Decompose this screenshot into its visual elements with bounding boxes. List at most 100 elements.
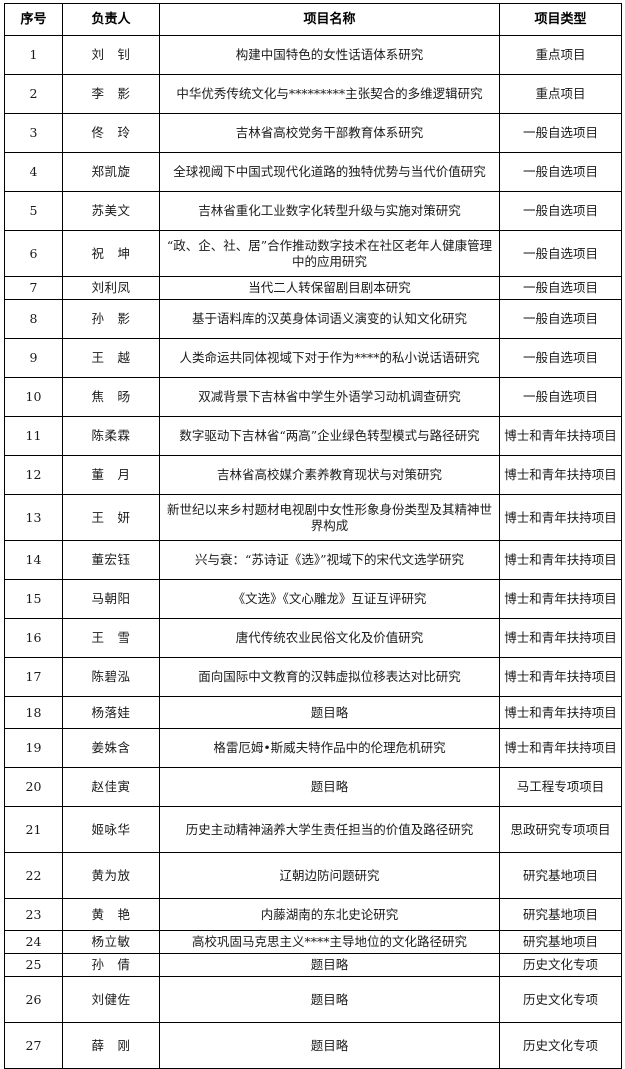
cell-project-title: 题目略 [159, 1022, 500, 1069]
cell-project-type: 历史文化专项 [499, 1022, 622, 1069]
cell-person-in-charge: 王 雪 [62, 618, 160, 658]
cell-person-in-charge: 刘 钊 [62, 35, 160, 75]
cell-sequence-number: 26 [4, 976, 63, 1023]
cell-project-type: 研究基地项目 [499, 930, 622, 954]
cell-project-type: 博士和青年扶持项目 [499, 540, 622, 580]
cell-project-title: 格雷厄姆•斯威夫特作品中的伦理危机研究 [159, 728, 500, 768]
cell-person-in-charge: 孙 倩 [62, 953, 160, 977]
cell-project-type: 研究基地项目 [499, 898, 622, 931]
cell-project-title: 题目略 [159, 976, 500, 1023]
column-header-person: 负责人 [62, 3, 160, 36]
cell-person-in-charge: 刘健佐 [62, 976, 160, 1023]
cell-project-title: “政、企、社、居”合作推动数字技术在社区老年人健康管理中的应用研究 [159, 230, 500, 277]
cell-project-title: 《文选》《文心雕龙》互证互评研究 [159, 579, 500, 619]
cell-sequence-number: 15 [4, 579, 63, 619]
cell-project-title: 吉林省高校党务干部教育体系研究 [159, 113, 500, 153]
cell-sequence-number: 7 [4, 276, 63, 300]
cell-project-title: 构建中国特色的女性话语体系研究 [159, 35, 500, 75]
cell-person-in-charge: 焦 旸 [62, 377, 160, 417]
cell-sequence-number: 9 [4, 338, 63, 378]
cell-person-in-charge: 黄 艳 [62, 898, 160, 931]
cell-person-in-charge: 郑凯旋 [62, 152, 160, 192]
cell-project-title: 辽朝边防问题研究 [159, 852, 500, 899]
cell-project-type: 博士和青年扶持项目 [499, 416, 622, 456]
cell-project-title: 全球视阈下中国式现代化道路的独特优势与当代价值研究 [159, 152, 500, 192]
cell-person-in-charge: 薛 刚 [62, 1022, 160, 1069]
table-row: 4 郑凯旋 全球视阈下中国式现代化道路的独特优势与当代价值研究 一般自选项目 [4, 152, 622, 192]
cell-project-type: 博士和青年扶持项目 [499, 455, 622, 495]
cell-project-type: 博士和青年扶持项目 [499, 494, 622, 541]
cell-sequence-number: 27 [4, 1022, 63, 1069]
table-row: 11 陈柔霖 数字驱动下吉林省“两高”企业绿色转型模式与路径研究 博士和青年扶持项目 [4, 416, 622, 456]
table-row: 17 陈碧泓 面向国际中文教育的汉韩虚拟位移表达对比研究 博士和青年扶持项目 [4, 657, 622, 697]
cell-project-type: 博士和青年扶持项目 [499, 618, 622, 658]
cell-person-in-charge: 姬咏华 [62, 806, 160, 853]
cell-project-title: 基于语料库的汉英身体词语义演变的认知文化研究 [159, 299, 500, 339]
cell-project-title: 吉林省高校媒介素养教育现状与对策研究 [159, 455, 500, 495]
cell-person-in-charge: 李 影 [62, 74, 160, 114]
cell-project-type: 历史文化专项 [499, 953, 622, 977]
cell-project-type: 一般自选项目 [499, 276, 622, 300]
column-header-seq: 序号 [4, 3, 63, 36]
cell-person-in-charge: 王 越 [62, 338, 160, 378]
cell-project-title: 面向国际中文教育的汉韩虚拟位移表达对比研究 [159, 657, 500, 697]
cell-project-title: 兴与衰：“苏诗证《选》”视域下的宋代文选学研究 [159, 540, 500, 580]
cell-project-type: 一般自选项目 [499, 299, 622, 339]
table-row: 24 杨立敏 高校巩固马克思主义****主导地位的文化路径研究 研究基地项目 [4, 930, 622, 954]
cell-project-title: 历史主动精神涵养大学生责任担当的价值及路径研究 [159, 806, 500, 853]
cell-project-title: 中华优秀传统文化与*********主张契合的多维逻辑研究 [159, 74, 500, 114]
table-row: 27 薛 刚题目略 历史文化专项 [4, 1022, 622, 1069]
column-header-type: 项目类型 [499, 3, 622, 36]
table-row: 26 刘健佐 题目略 历史文化专项 [4, 976, 622, 1023]
cell-project-type: 思政研究专项项目 [499, 806, 622, 853]
cell-person-in-charge: 刘利凤 [62, 276, 160, 300]
column-header-title: 项目名称 [159, 3, 500, 36]
cell-person-in-charge: 杨立敏 [62, 930, 160, 954]
cell-sequence-number: 25 [4, 953, 63, 977]
table-row: 21 姬咏华 历史主动精神涵养大学生责任担当的价值及路径研究 思政研究专项项目 [4, 806, 622, 853]
cell-project-title: 数字驱动下吉林省“两高”企业绿色转型模式与路径研究 [159, 416, 500, 456]
table-row: 12 董 月吉林省高校媒介素养教育现状与对策研究 博士和青年扶持项目 [4, 455, 622, 495]
cell-project-title: 题目略 [159, 953, 500, 977]
cell-sequence-number: 19 [4, 728, 63, 768]
cell-sequence-number: 12 [4, 455, 63, 495]
cell-person-in-charge: 陈柔霖 [62, 416, 160, 456]
cell-project-type: 马工程专项项目 [499, 767, 622, 807]
cell-sequence-number: 10 [4, 377, 63, 417]
cell-project-type: 博士和青年扶持项目 [499, 657, 622, 697]
table-row: 23 黄 艳内藤湖南的东北史论研究 研究基地项目 [4, 898, 622, 931]
cell-project-title: 题目略 [159, 696, 500, 729]
cell-project-type: 一般自选项目 [499, 338, 622, 378]
table-row: 22 黄为放 辽朝边防问题研究 研究基地项目 [4, 852, 622, 899]
cell-project-title: 双减背景下吉林省中学生外语学习动机调查研究 [159, 377, 500, 417]
cell-sequence-number: 16 [4, 618, 63, 658]
cell-sequence-number: 11 [4, 416, 63, 456]
cell-project-type: 一般自选项目 [499, 230, 622, 277]
cell-sequence-number: 14 [4, 540, 63, 580]
cell-sequence-number: 18 [4, 696, 63, 729]
cell-project-type: 一般自选项目 [499, 152, 622, 192]
table-row: 25 孙 倩题目略 历史文化专项 [4, 953, 622, 977]
cell-project-type: 一般自选项目 [499, 191, 622, 231]
cell-project-title: 内藤湖南的东北史论研究 [159, 898, 500, 931]
cell-project-type: 重点项目 [499, 74, 622, 114]
cell-sequence-number: 20 [4, 767, 63, 807]
cell-project-title: 新世纪以来乡村题材电视剧中女性形象身份类型及其精神世界构成 [159, 494, 500, 541]
table-row: 7 刘利凤 当代二人转保留剧目剧本研究 一般自选项目 [4, 276, 622, 300]
cell-person-in-charge: 佟 玲 [62, 113, 160, 153]
cell-person-in-charge: 董 月 [62, 455, 160, 495]
table-header-row: 序号 负责人 项目名称 项目类型 [4, 3, 622, 36]
cell-sequence-number: 2 [4, 74, 63, 114]
cell-project-type: 一般自选项目 [499, 113, 622, 153]
table-header: 序号 负责人 项目名称 项目类型 [4, 3, 622, 36]
cell-sequence-number: 3 [4, 113, 63, 153]
cell-person-in-charge: 马朝阳 [62, 579, 160, 619]
cell-person-in-charge: 姜姝含 [62, 728, 160, 768]
cell-project-type: 重点项目 [499, 35, 622, 75]
